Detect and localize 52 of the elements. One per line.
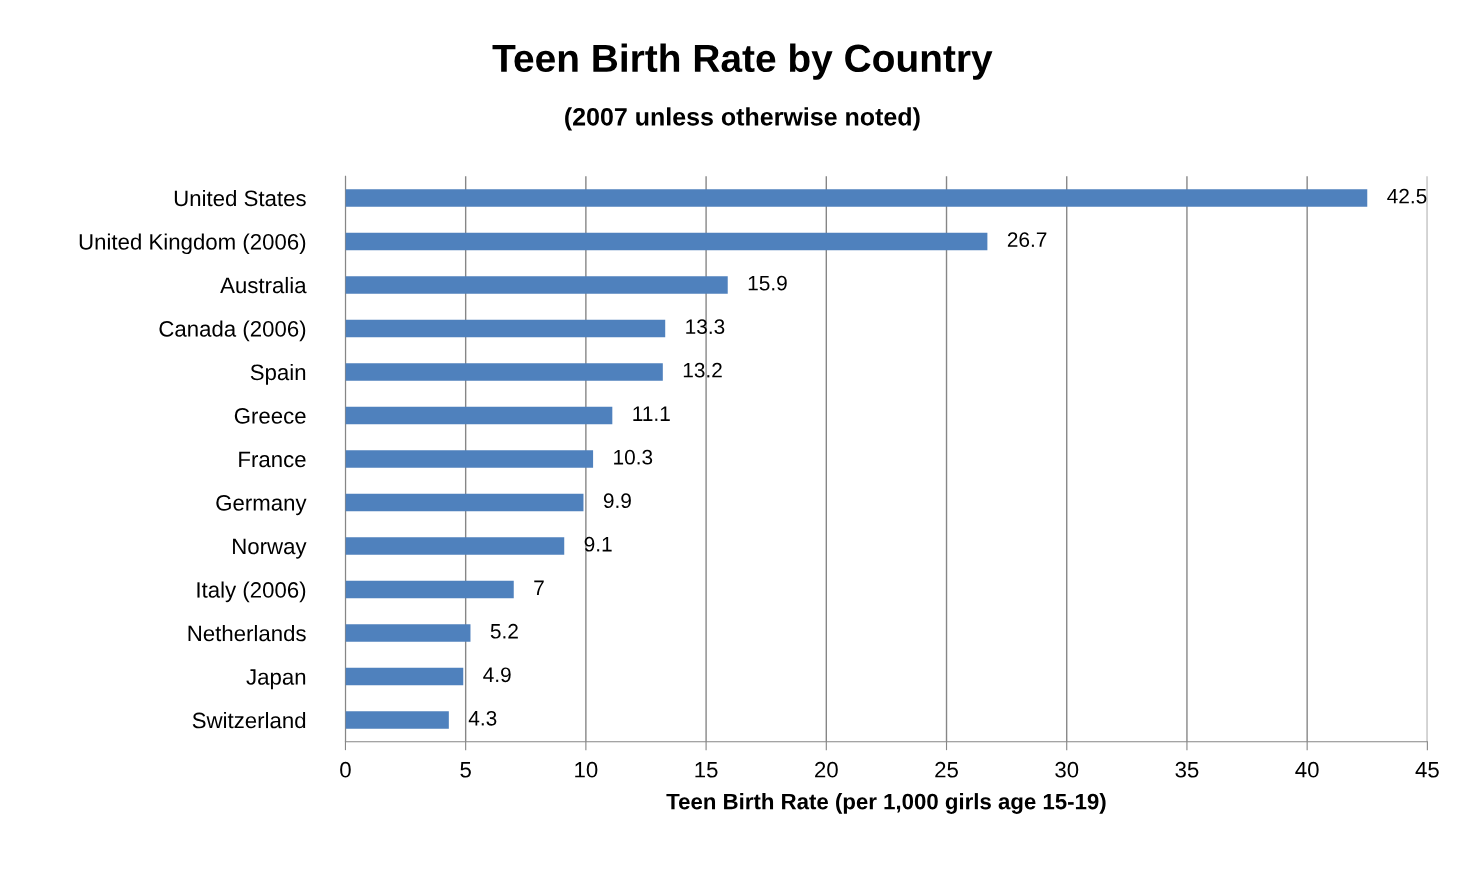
data-label: 42.5: [1387, 188, 1427, 204]
data-label: 11.1: [633, 406, 670, 421]
y-tick-label: United States: [174, 189, 306, 207]
x-tick-label: 40: [1295, 761, 1319, 778]
y-tick-label: Japan: [246, 669, 306, 690]
data-label: 9.9: [603, 493, 631, 509]
data-label: 7: [534, 580, 544, 595]
y-tick-label: Switzerland: [192, 712, 306, 729]
bar: [345, 537, 565, 555]
y-tick-label: Spain: [250, 363, 306, 385]
bar: [345, 580, 514, 599]
x-tick-label: 5: [460, 762, 471, 778]
chart-subtitle: (2007 unless otherwise noted): [565, 107, 920, 131]
data-label: 4.3: [468, 710, 497, 726]
y-tick-label: Australia: [220, 276, 307, 294]
x-tick-label: 35: [1175, 761, 1199, 778]
bar: [345, 363, 663, 381]
x-tick-label: 10: [575, 761, 598, 778]
chart-title: Teen Birth Rate by Country: [492, 43, 993, 80]
data-label: 26.7: [1007, 232, 1047, 248]
bar: [345, 319, 666, 338]
bar: [345, 276, 728, 294]
data-label: 9.1: [584, 536, 612, 552]
bar: [345, 624, 471, 642]
y-tick-label: Norway: [233, 538, 307, 559]
data-label: 4.9: [483, 667, 511, 683]
x-axis-title: Teen Birth Rate (per 1,000 girls age 15-19): [666, 793, 1106, 814]
y-tick-label: United Kingdom (2006): [79, 233, 306, 255]
data-label: 5.2: [490, 623, 518, 639]
bar: [345, 493, 584, 512]
bar: [345, 189, 1368, 207]
data-label: 13.3: [686, 319, 725, 335]
data-label: 13.2: [683, 362, 722, 378]
x-tick-label: 0: [340, 761, 351, 778]
y-tick-label: Germany: [216, 495, 307, 516]
data-label: 15.9: [748, 275, 787, 291]
bar: [345, 450, 594, 468]
y-tick-label: Greece: [234, 408, 306, 424]
x-tick-label: 30: [1055, 761, 1079, 778]
y-tick-label: Italy (2006): [197, 581, 306, 603]
bar: [345, 711, 449, 729]
data-label: 10.3: [614, 449, 653, 465]
bar: [345, 232, 988, 251]
x-tick-label: 15: [695, 762, 718, 778]
y-tick-label: France: [239, 451, 306, 468]
y-tick-label: Netherlands: [188, 624, 306, 642]
bar: [345, 667, 464, 686]
x-tick-label: 25: [935, 761, 958, 778]
bar: [345, 406, 613, 425]
x-tick-label: 20: [815, 761, 838, 778]
x-tick-label: 45: [1415, 762, 1439, 778]
y-tick-label: Canada (2006): [159, 320, 306, 342]
